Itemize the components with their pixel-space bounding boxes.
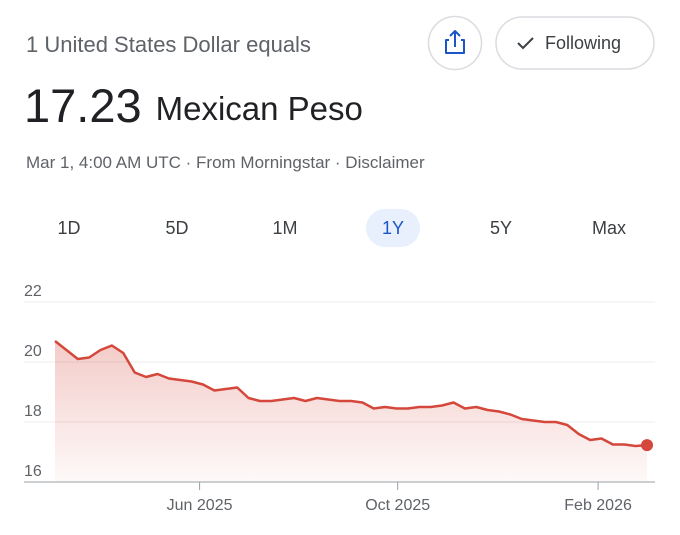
y-tick-label: 22	[24, 283, 42, 300]
tab-label: 1Y	[382, 218, 404, 238]
y-tick-label: 18	[24, 403, 42, 420]
currency-name: Mexican Peso	[156, 90, 363, 127]
follow-button[interactable]: Following	[495, 16, 655, 70]
tab-highlight	[366, 209, 420, 247]
y-tick-label: 20	[24, 343, 42, 360]
range-tab[interactable]: Max	[592, 218, 626, 238]
tab-label: 5Y	[490, 218, 512, 238]
check-icon	[517, 37, 534, 50]
y-tick-label: 16	[24, 463, 42, 480]
tab-label: Max	[592, 218, 626, 238]
x-tick-label: Oct 2025	[365, 497, 430, 514]
share-icon	[445, 30, 465, 54]
line	[54, 340, 648, 448]
x-tick-label: Jun 2025	[167, 497, 233, 514]
range-tab[interactable]: 5Y	[490, 218, 512, 238]
tab-label: 5D	[165, 218, 188, 238]
tab-label: 1D	[57, 218, 80, 238]
source-line: Mar 1, 4:00 AM UTC · From Morningstar · …	[26, 153, 425, 172]
range-tabs: 1D 5D 1M 1Y 5Y Max	[57, 209, 626, 247]
range-tab[interactable]: 5D	[165, 218, 188, 238]
follow-label: Following	[545, 33, 621, 53]
range-tab[interactable]: 1D	[57, 218, 80, 238]
tab-label: 1M	[272, 218, 297, 238]
area	[55, 341, 648, 482]
follow-pill	[495, 16, 655, 70]
range-tab[interactable]: 1Y	[366, 209, 420, 247]
x-tick-label: Feb 2026	[564, 497, 632, 514]
share-button[interactable]	[427, 15, 483, 71]
subtitle: 1 United States Dollar equals	[26, 32, 311, 57]
chart: 16 18 20 22 Jun 2025 Oct 2025 Feb 2026	[24, 283, 655, 514]
rate: 17.23	[24, 79, 142, 132]
end-point	[641, 439, 654, 452]
range-tab[interactable]: 1M	[272, 218, 297, 238]
